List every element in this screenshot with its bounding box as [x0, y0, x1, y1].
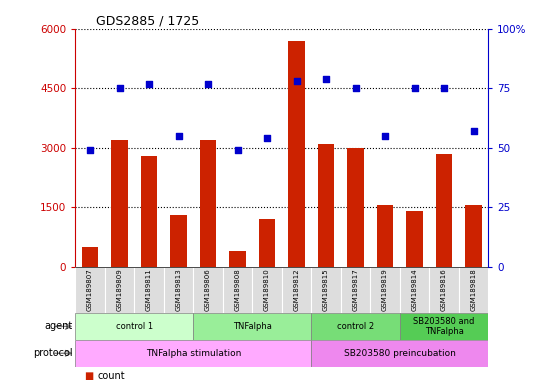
- Text: GSM189817: GSM189817: [353, 268, 359, 311]
- Bar: [400, 313, 488, 340]
- Bar: [436, 154, 452, 267]
- Bar: [348, 148, 364, 267]
- Bar: [82, 247, 98, 267]
- Bar: [112, 140, 128, 267]
- Bar: [223, 267, 252, 313]
- Bar: [400, 267, 429, 313]
- Bar: [341, 267, 371, 313]
- Point: [85, 147, 94, 153]
- Text: TNFalpha: TNFalpha: [233, 322, 272, 331]
- Point: [204, 81, 213, 87]
- Text: GSM189813: GSM189813: [176, 268, 181, 311]
- Bar: [170, 215, 187, 267]
- Text: GSM189818: GSM189818: [470, 268, 477, 311]
- Text: GSM189815: GSM189815: [323, 268, 329, 311]
- Bar: [193, 313, 311, 340]
- Bar: [193, 267, 223, 313]
- Text: GSM189812: GSM189812: [294, 268, 300, 311]
- Bar: [75, 340, 311, 367]
- Text: GSM189819: GSM189819: [382, 268, 388, 311]
- Bar: [252, 267, 282, 313]
- Point: [440, 85, 449, 91]
- Point: [145, 81, 153, 87]
- Bar: [141, 156, 157, 267]
- Bar: [311, 313, 400, 340]
- Text: TNFalpha stimulation: TNFalpha stimulation: [146, 349, 241, 358]
- Text: ■: ■: [84, 371, 93, 381]
- Point: [469, 128, 478, 134]
- Bar: [75, 267, 105, 313]
- Text: control 2: control 2: [337, 322, 374, 331]
- Point: [115, 85, 124, 91]
- Bar: [377, 205, 393, 267]
- Bar: [288, 41, 305, 267]
- Text: GSM189806: GSM189806: [205, 268, 211, 311]
- Text: agent: agent: [44, 321, 73, 331]
- Point: [292, 78, 301, 84]
- Text: GSM189816: GSM189816: [441, 268, 447, 311]
- Text: protocol: protocol: [33, 348, 73, 358]
- Bar: [259, 219, 275, 267]
- Bar: [371, 267, 400, 313]
- Bar: [134, 267, 164, 313]
- Point: [263, 135, 272, 141]
- Bar: [429, 267, 459, 313]
- Bar: [164, 267, 193, 313]
- Bar: [459, 267, 488, 313]
- Text: SB203580 and
TNFalpha: SB203580 and TNFalpha: [413, 317, 475, 336]
- Text: GSM189808: GSM189808: [234, 268, 240, 311]
- Point: [410, 85, 419, 91]
- Bar: [311, 340, 488, 367]
- Point: [233, 147, 242, 153]
- Bar: [465, 205, 482, 267]
- Point: [174, 133, 183, 139]
- Text: GSM189810: GSM189810: [264, 268, 270, 311]
- Text: GSM189809: GSM189809: [117, 268, 123, 311]
- Text: GSM189807: GSM189807: [87, 268, 93, 311]
- Bar: [406, 211, 422, 267]
- Bar: [229, 251, 246, 267]
- Bar: [311, 267, 341, 313]
- Text: control 1: control 1: [116, 322, 153, 331]
- Text: GSM189814: GSM189814: [411, 268, 417, 311]
- Point: [381, 133, 389, 139]
- Bar: [105, 267, 134, 313]
- Text: GDS2885 / 1725: GDS2885 / 1725: [96, 15, 199, 28]
- Text: GSM189811: GSM189811: [146, 268, 152, 311]
- Point: [351, 85, 360, 91]
- Text: count: count: [98, 371, 126, 381]
- Point: [321, 76, 330, 82]
- Text: SB203580 preincubation: SB203580 preincubation: [344, 349, 456, 358]
- Bar: [318, 144, 334, 267]
- Bar: [282, 267, 311, 313]
- Bar: [75, 313, 193, 340]
- Bar: [200, 140, 216, 267]
